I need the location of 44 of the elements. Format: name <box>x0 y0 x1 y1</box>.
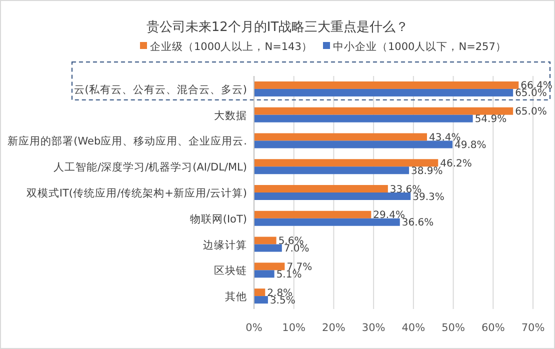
x-tick-label: 0% <box>246 322 262 334</box>
bar <box>254 244 282 252</box>
y-tick-label: 其他 <box>225 290 247 304</box>
bar <box>254 236 276 244</box>
data-label: 46.2% <box>440 158 472 170</box>
y-tick-label: 物联网(IoT) <box>190 213 247 226</box>
bar <box>254 159 438 167</box>
bar <box>254 192 411 200</box>
data-label: 54.9% <box>474 114 507 126</box>
bar <box>254 218 400 226</box>
bar <box>254 81 519 89</box>
bar <box>254 296 268 304</box>
legend-label: 企业级（1000人以上，N=143） <box>150 40 312 53</box>
data-label: 65.0% <box>515 106 547 118</box>
y-tick-label: 新应用的部署(Web应用、移动应用、企业应用云. <box>8 134 247 148</box>
bar <box>254 107 514 115</box>
y-tick-label: 边缘计算 <box>203 238 247 252</box>
x-tick-label: 70% <box>521 322 545 334</box>
y-tick-label: 云(私有云、公有云、混合云、多云) <box>74 82 247 96</box>
bar <box>254 114 473 122</box>
x-tick-label: 20% <box>322 322 346 334</box>
x-tick-label: 30% <box>362 322 386 334</box>
bar <box>254 262 285 270</box>
x-tick-label: 50% <box>442 322 465 334</box>
bar <box>254 288 266 296</box>
bar <box>254 166 410 174</box>
x-tick-label: 60% <box>481 322 505 334</box>
y-tick-label: 大数据 <box>214 108 247 122</box>
y-tick-label: 区块链 <box>214 264 247 278</box>
y-tick-label: 双模式IT(传统应用/传统架构+新应用/云计算) <box>26 186 247 200</box>
x-tick-label: 10% <box>282 322 306 334</box>
y-tick-label: 人工智能/深度学习/机器学习(AI/DL/ML) <box>54 160 247 174</box>
legend-label: 中小企业（1000人以下，N=257） <box>333 40 506 53</box>
bar <box>254 270 274 278</box>
chart-title: 贵公司未来12个月的IT战略三大重点是什么？ <box>146 20 409 35</box>
bar <box>254 210 372 218</box>
bar <box>254 185 388 192</box>
bar <box>254 88 514 96</box>
data-label: 38.9% <box>411 166 443 177</box>
data-label: 5.1% <box>276 269 302 280</box>
bar <box>254 133 427 141</box>
bar <box>254 140 452 148</box>
x-tick-label: 40% <box>402 322 426 334</box>
data-label: 49.8% <box>454 140 486 151</box>
